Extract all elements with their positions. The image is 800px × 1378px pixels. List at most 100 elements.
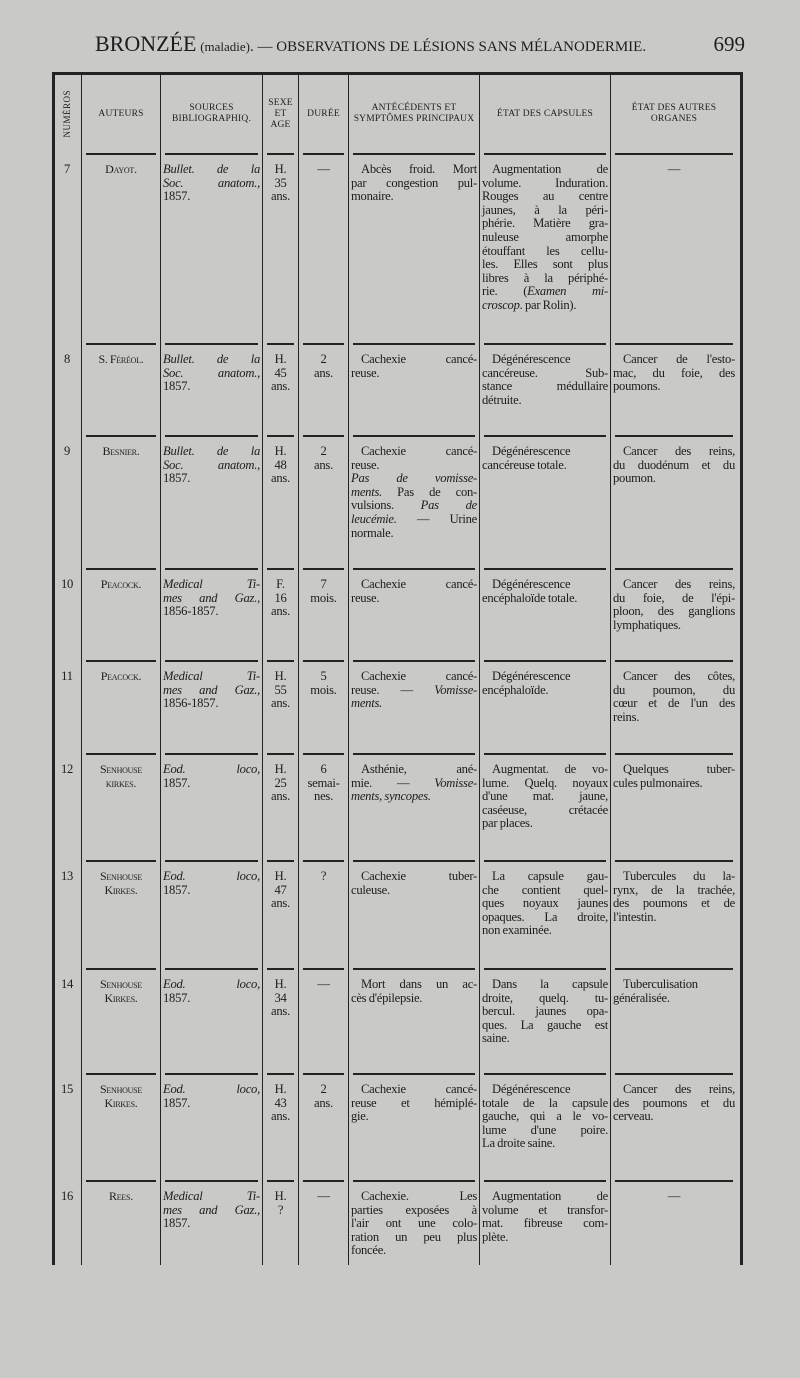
cell-etat-capsules: Dégénérescence encéphaloïde. bbox=[480, 660, 611, 753]
header-label: NUMÉROS bbox=[61, 90, 72, 138]
italic-text: Eod. loco, bbox=[163, 869, 260, 883]
italic-text: Vomisse- bbox=[434, 682, 477, 697]
cell-etat-capsules: La capsule gau-che contient quel-ques no… bbox=[480, 860, 611, 968]
row-divider bbox=[484, 1073, 606, 1075]
cell-line: Tuberculisation bbox=[623, 977, 698, 991]
row-divider bbox=[267, 343, 294, 345]
cell-line: Augmentation de bbox=[492, 162, 608, 176]
cell-line: Augmentat. de vo- bbox=[492, 762, 608, 776]
cell-line: 2 bbox=[320, 444, 327, 458]
cell-line: rie. (Examen mi- bbox=[482, 285, 608, 299]
cell-line: Eod. loco, bbox=[163, 1082, 260, 1097]
cell-line: jaunes, à la péri- bbox=[482, 202, 608, 217]
cell-line: Eod. loco, bbox=[163, 762, 260, 777]
italic-text: Soc. anatom., bbox=[163, 457, 260, 472]
cell-line: La capsule gau- bbox=[492, 869, 608, 883]
cell-line: les. Elles sont plus bbox=[482, 257, 608, 272]
cell-line: reuse. bbox=[351, 365, 380, 380]
cell-antecedents: Abcès froid. Mort par congestion pul-mona… bbox=[349, 153, 480, 343]
cell-sexe-age: H.? bbox=[263, 1180, 299, 1265]
cell-line: Cancer de l'esto- bbox=[623, 352, 735, 366]
cell-line: 1857. bbox=[163, 379, 191, 394]
row-divider bbox=[353, 968, 475, 970]
table-row: 14 Senhouse Kirkes. Eod. loco, 1857. H. 34 ans.… bbox=[55, 968, 740, 1073]
cell-numero: 14 bbox=[55, 968, 82, 1073]
cell-auteur: Besnier. bbox=[82, 435, 161, 568]
cell-line: par places. bbox=[482, 816, 533, 831]
cell-line: d'une mat. jaune, bbox=[482, 789, 608, 804]
cell-etat-autres-organes: Cancer des reins, des poumons et du cervea… bbox=[611, 1073, 737, 1180]
row-divider bbox=[353, 435, 475, 437]
italic-text: Medical Ti- bbox=[163, 1189, 260, 1203]
cell-line: ration un peu plus bbox=[351, 1229, 477, 1244]
italic-text: Bullet. de la bbox=[163, 444, 260, 458]
cell-line: reins. bbox=[613, 709, 640, 724]
cell-etat-autres-organes: Quelques tuber-cules pulmonaires. bbox=[611, 753, 737, 860]
cell-numero: 11 bbox=[55, 660, 82, 753]
italic-text: Eod. loco, bbox=[163, 762, 260, 776]
row-divider bbox=[353, 568, 475, 570]
cell-line: des poumons et du bbox=[613, 1095, 735, 1110]
cell-duree: 7 mois. bbox=[299, 568, 349, 660]
italic-text: Medical Ti- bbox=[163, 577, 260, 591]
table-row: 12 Senhouse kirkes. Eod. loco, 1857. H. 25 ans.… bbox=[55, 753, 740, 860]
cell-line: leucémie. — Urine bbox=[351, 511, 477, 527]
cell-line: Besnier. bbox=[102, 444, 140, 458]
cell-line: Rouges au centre bbox=[482, 189, 608, 204]
cell-line: Dégénérescence bbox=[492, 352, 571, 366]
cell-duree: — bbox=[299, 1180, 349, 1265]
cell-line: l'intestin. bbox=[613, 909, 657, 924]
row-divider bbox=[353, 1073, 475, 1075]
cell-duree: 2 ans. bbox=[299, 435, 349, 568]
cell-line: ans. bbox=[271, 789, 290, 804]
header-label: ÉTAT DES CAPSULES bbox=[497, 108, 593, 119]
cell-duree: 2 ans. bbox=[299, 343, 349, 435]
cell-etat-autres-organes: — bbox=[611, 153, 737, 343]
cell-sexe-age: H. 48 ans. bbox=[263, 435, 299, 568]
cell-numero: 13 bbox=[55, 860, 82, 968]
cell-line: gauche, qui a le vo- bbox=[482, 1109, 608, 1124]
cell-line: H. bbox=[274, 1189, 287, 1203]
cell-etat-capsules: Dégénérescence totale de la capsule gauche… bbox=[480, 1073, 611, 1180]
cell-line: — bbox=[667, 162, 681, 176]
row-divider bbox=[615, 435, 733, 437]
row-divider bbox=[267, 435, 294, 437]
cell-line: cœur et de l'un des bbox=[613, 696, 735, 711]
cell-line: Mort dans un ac- bbox=[361, 977, 477, 991]
cell-line: cerveau. bbox=[613, 1109, 654, 1124]
cell-line: cancéreuse. Sub- bbox=[482, 365, 608, 380]
cell-line: généralisée. bbox=[613, 990, 670, 1005]
row-divider bbox=[353, 343, 475, 345]
header-label: DURÉE bbox=[307, 108, 340, 119]
cell-line: volume et transfor- bbox=[482, 1202, 608, 1217]
cell-line: Soc. anatom., bbox=[163, 457, 260, 473]
row-divider bbox=[267, 153, 294, 155]
cell-sexe-age: H. 45 ans. bbox=[263, 343, 299, 435]
cell-line: droite, quelq. tu- bbox=[482, 990, 608, 1005]
cell-line: ans. bbox=[314, 1095, 333, 1110]
italic-text: leucémie. bbox=[351, 511, 397, 526]
row-divider bbox=[86, 435, 156, 437]
cell-sexe-age: H. 43 ans. bbox=[263, 1073, 299, 1180]
cell-line: 35 bbox=[274, 175, 287, 190]
cell-line: kirkes. bbox=[105, 775, 137, 790]
text: rie. ( bbox=[482, 284, 528, 299]
row-divider bbox=[165, 1180, 258, 1182]
cell-line: nes. bbox=[314, 789, 333, 804]
cell-line: ans. bbox=[271, 1109, 290, 1124]
cell-line: 5 bbox=[320, 669, 327, 683]
cell-line: parties exposées à bbox=[351, 1202, 477, 1217]
header-sources: SOURCES BIBLIOGRAPHIQ. bbox=[161, 75, 263, 153]
table-row: 10 Peacock. Medical Ti-mes and Gaz., 1856-1… bbox=[55, 568, 740, 660]
cell-line: du foie, de l'épi- bbox=[613, 590, 735, 605]
cell-line: 15 bbox=[60, 1082, 74, 1096]
italic-text: Examen mi- bbox=[527, 284, 608, 299]
row-divider bbox=[353, 1180, 475, 1182]
row-divider bbox=[484, 860, 606, 862]
cell-line: mie. — Vomisse- bbox=[351, 776, 477, 791]
italic-text: ments, syncopes. bbox=[351, 789, 431, 804]
row-divider bbox=[267, 568, 294, 570]
cell-line: par congestion pul- bbox=[351, 175, 477, 190]
cell-auteur: Peacock. bbox=[82, 568, 161, 660]
cell-etat-capsules: Augmentation de volume. Induration. Rouges… bbox=[480, 153, 611, 343]
